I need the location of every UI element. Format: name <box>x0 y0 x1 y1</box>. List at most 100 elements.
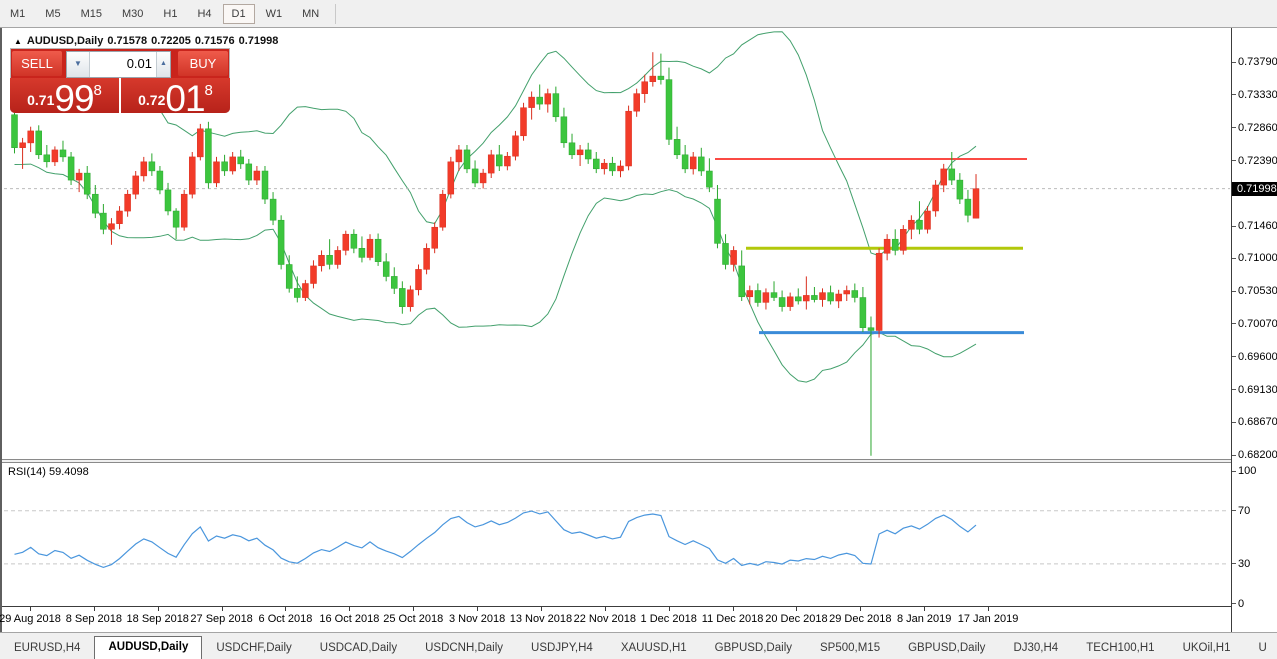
candle-body <box>754 290 762 303</box>
price-tick-label: 0.68200 <box>1232 449 1277 462</box>
candle-body <box>940 168 947 186</box>
sell-button[interactable]: SELL <box>12 51 62 76</box>
candle-body <box>19 142 26 148</box>
chart-tab-usdjpy-h4[interactable]: USDJPY,H4 <box>531 642 593 654</box>
candle-body <box>439 193 446 228</box>
chart-tab-u[interactable]: U <box>1258 642 1267 654</box>
time-tick-mark <box>157 607 159 611</box>
ohlc-high: 0.72205 <box>151 35 191 47</box>
candle-body <box>75 172 83 181</box>
volume-stepper: ▼ 0.01 ▲ <box>66 51 171 78</box>
chart-tab-xauusd-h1[interactable]: XAUUSD,H1 <box>620 642 687 654</box>
candle-body <box>391 276 398 289</box>
candle-body <box>536 96 543 105</box>
candle-body <box>140 161 148 177</box>
candle-body <box>819 292 826 300</box>
bollinger-lower-band <box>14 163 977 383</box>
candle-body <box>859 297 867 328</box>
time-axis[interactable]: 29 Aug 2018 8 Sep 2018 18 Sep 2018 27 Sep 2… <box>0 607 1231 631</box>
sell-price-prefix: 0.71 <box>27 92 55 108</box>
candle-body <box>932 184 939 212</box>
chart-tab-dj30-h4[interactable]: DJ30,H4 <box>1013 642 1059 654</box>
timeframe-button-m30[interactable]: M30 <box>121 7 144 20</box>
chart-tab-bar: EURUSD,H4 AUDUSD,Daily USDCHF,Daily USDCAD,… <box>0 632 1277 659</box>
time-tick-label: 29 Dec 2018 <box>829 613 892 625</box>
timeframe-button-d1[interactable]: D1 <box>222 3 255 24</box>
time-tick-mark <box>413 607 415 611</box>
candle-body <box>318 255 325 267</box>
candle-body <box>229 156 236 172</box>
timeframe-button-h4[interactable]: H4 <box>197 7 212 20</box>
candle-body <box>641 81 648 94</box>
tick-mark <box>1232 454 1236 456</box>
sell-price-button[interactable]: 0.71998 <box>10 78 119 113</box>
candle-body <box>568 142 576 156</box>
ohlc-low: 0.71576 <box>194 35 235 47</box>
candle-body <box>504 155 511 167</box>
candle-body <box>496 154 503 167</box>
chart-tab-eurusd-h4[interactable]: EURUSD,H4 <box>14 642 81 654</box>
candle-body <box>746 290 754 298</box>
volume-input[interactable]: 0.01 <box>90 52 156 77</box>
candle-body <box>730 250 737 265</box>
timeframe-button-m1[interactable]: M1 <box>10 7 26 20</box>
candle-body <box>803 295 810 302</box>
candle-body <box>883 238 891 254</box>
time-tick-mark <box>30 607 31 611</box>
candle-body <box>681 154 689 170</box>
candle-body <box>334 250 341 265</box>
buy-price-pip: 8 <box>204 82 213 99</box>
chart-tab-sp500-m15[interactable]: SP500,M15 <box>820 642 881 654</box>
volume-dropdown-button[interactable]: ▼ <box>67 52 90 77</box>
candle-body <box>617 165 624 172</box>
timeframe-button-mn[interactable]: MN <box>302 7 320 20</box>
one-click-trading-panel: SELL ▼ 0.01 ▲ BUY 0.71998 0.72018 <box>10 48 230 113</box>
bollinger-upper-band <box>14 31 977 257</box>
current-price-badge: 0.71998 <box>1232 181 1277 196</box>
time-tick-mark <box>285 607 287 611</box>
candle-body <box>83 172 91 195</box>
chart-tab-ukoil-h1[interactable]: UKOil,H1 <box>1182 642 1231 654</box>
price-tick-label: 0.73330 <box>1232 89 1277 102</box>
chart-tab-gbpusd-daily[interactable]: GBPUSD,Daily <box>908 642 986 654</box>
timeframe-button-m15[interactable]: M15 <box>80 7 102 20</box>
candle-body <box>399 288 406 307</box>
price-axis[interactable]: 0.737900.733300.728600.723900.719300.714… <box>1231 28 1277 632</box>
candle-body <box>649 75 657 82</box>
chart-tab-usdchf-daily[interactable]: USDCHF,Daily <box>216 642 292 654</box>
chart-tab-usdcnh-daily[interactable]: USDCNH,Daily <box>425 642 504 654</box>
time-tick-label: 17 Jan 2019 <box>957 613 1019 625</box>
timeframe-button-w1[interactable]: W1 <box>265 7 283 20</box>
candle-body <box>302 283 309 298</box>
candle-body <box>584 149 592 160</box>
volume-increase-button[interactable]: ▲ <box>156 52 170 77</box>
chart-tab-gbpusd-daily[interactable]: GBPUSD,Daily <box>714 642 792 654</box>
candle-body <box>67 156 75 181</box>
candle-body <box>407 289 414 307</box>
candle-body <box>795 296 802 302</box>
chart-tab-tech100-h1[interactable]: TECH100,H1 <box>1086 642 1155 654</box>
candle-body <box>843 290 850 295</box>
candle-body <box>213 161 220 184</box>
buy-price-button[interactable]: 0.72018 <box>121 78 230 113</box>
time-tick-mark <box>349 607 351 611</box>
tick-mark <box>1232 61 1236 63</box>
candle-body <box>487 154 495 174</box>
candle-body <box>665 79 673 140</box>
timeframe-button-h1[interactable]: H1 <box>163 7 178 20</box>
chart-tab-audusd-daily[interactable]: AUDUSD,Daily <box>94 636 203 659</box>
candle-body <box>148 161 156 172</box>
buy-button[interactable]: BUY <box>178 51 228 76</box>
candle-body <box>512 135 519 157</box>
candle-body <box>811 295 818 300</box>
time-tick-mark <box>732 607 734 611</box>
tick-mark <box>1232 603 1236 605</box>
price-tick-label: 0.71000 <box>1232 252 1277 265</box>
candle-body <box>205 128 212 184</box>
timeframe-button-m5[interactable]: M5 <box>45 7 61 20</box>
pane-resize-divider[interactable] <box>2 459 1277 463</box>
chart-tab-usdcad-daily[interactable]: USDCAD,Daily <box>319 642 398 654</box>
collapse-panel-icon[interactable]: ▲ <box>14 37 22 46</box>
candle-body <box>916 219 923 230</box>
